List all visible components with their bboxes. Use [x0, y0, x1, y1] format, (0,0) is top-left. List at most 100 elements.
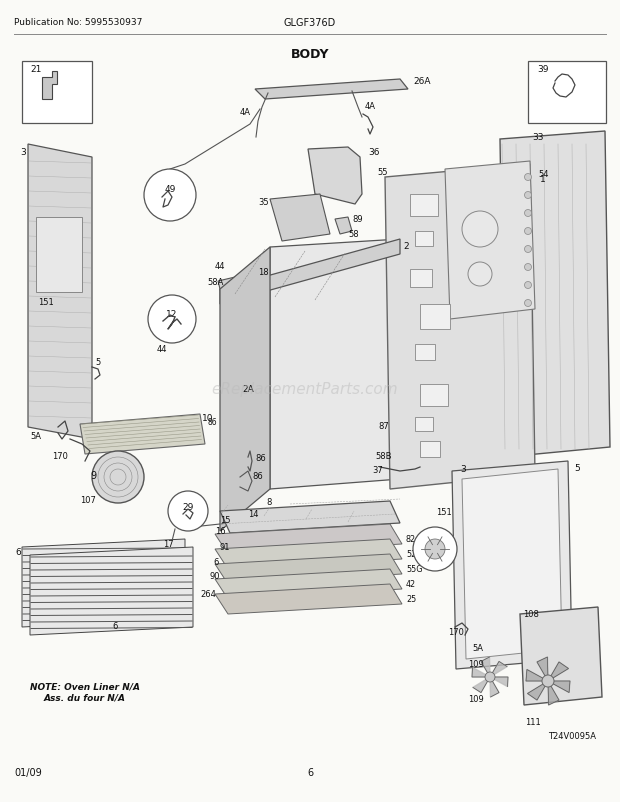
Text: 44: 44: [215, 261, 226, 270]
Polygon shape: [80, 415, 205, 455]
Text: 2: 2: [403, 241, 409, 251]
Circle shape: [525, 282, 531, 290]
Text: 58: 58: [348, 229, 358, 239]
Polygon shape: [215, 569, 402, 599]
Text: 14: 14: [248, 509, 259, 518]
Text: 6: 6: [213, 557, 218, 566]
Text: 2A: 2A: [242, 384, 254, 394]
Text: 8: 8: [266, 497, 272, 506]
Polygon shape: [42, 72, 57, 100]
Polygon shape: [548, 681, 559, 705]
Circle shape: [92, 452, 144, 504]
Text: 109: 109: [468, 695, 484, 703]
Text: 170: 170: [448, 627, 464, 636]
Text: 33: 33: [532, 133, 544, 142]
Text: 86: 86: [252, 472, 263, 480]
Text: 89: 89: [352, 215, 363, 224]
Polygon shape: [335, 217, 352, 235]
Text: 107: 107: [80, 496, 96, 504]
Polygon shape: [490, 677, 508, 687]
Circle shape: [525, 246, 531, 253]
Text: 52: 52: [406, 549, 416, 558]
Bar: [420, 441, 440, 457]
Bar: [420, 384, 448, 407]
Polygon shape: [548, 681, 570, 693]
Bar: [22, 62, 92, 124]
Text: 36: 36: [368, 148, 379, 157]
Text: 01/09: 01/09: [14, 767, 42, 777]
Text: 1: 1: [540, 175, 546, 184]
Text: 6: 6: [307, 767, 313, 777]
Polygon shape: [215, 554, 402, 585]
Text: 109: 109: [468, 659, 484, 668]
Polygon shape: [500, 132, 610, 457]
Circle shape: [468, 263, 492, 286]
Text: 91: 91: [220, 542, 231, 551]
Polygon shape: [30, 547, 193, 635]
Polygon shape: [520, 607, 602, 705]
Bar: [36, 217, 82, 293]
Polygon shape: [270, 195, 330, 241]
Polygon shape: [528, 681, 548, 700]
Text: 17: 17: [163, 539, 174, 549]
Text: 170: 170: [52, 452, 68, 460]
Text: 58A: 58A: [207, 277, 223, 286]
Text: 10: 10: [202, 414, 213, 423]
Text: 86: 86: [208, 418, 218, 427]
Polygon shape: [215, 539, 402, 569]
Polygon shape: [255, 80, 408, 100]
Bar: [410, 195, 438, 217]
Text: 12: 12: [166, 310, 178, 318]
Polygon shape: [215, 585, 402, 614]
Polygon shape: [220, 501, 400, 533]
Text: 3: 3: [20, 148, 26, 157]
Text: 18: 18: [258, 268, 268, 277]
Circle shape: [144, 170, 196, 221]
Polygon shape: [490, 662, 507, 677]
Text: 82: 82: [406, 534, 416, 543]
Polygon shape: [472, 667, 490, 677]
Circle shape: [425, 539, 445, 559]
Text: 3: 3: [460, 464, 466, 473]
Text: 58B: 58B: [375, 452, 391, 460]
Text: T24V0095A: T24V0095A: [548, 731, 596, 740]
Text: 108: 108: [523, 610, 539, 618]
Circle shape: [148, 296, 196, 343]
Circle shape: [525, 192, 531, 199]
Polygon shape: [526, 670, 548, 681]
Text: 42: 42: [406, 579, 416, 588]
Text: 49: 49: [164, 184, 175, 194]
Text: 87: 87: [378, 422, 389, 431]
Bar: [415, 345, 435, 361]
Polygon shape: [220, 240, 400, 305]
Polygon shape: [473, 677, 490, 693]
Bar: [415, 232, 433, 247]
Text: 4A: 4A: [240, 107, 251, 117]
Text: 16: 16: [215, 526, 226, 535]
Text: 6: 6: [112, 622, 118, 630]
Text: 5: 5: [95, 358, 100, 367]
Polygon shape: [445, 162, 535, 320]
Text: 43: 43: [429, 539, 441, 549]
Circle shape: [525, 300, 531, 307]
Text: GLGF376D: GLGF376D: [284, 18, 336, 28]
Text: 55: 55: [377, 168, 388, 176]
Polygon shape: [270, 240, 400, 489]
Text: 4A: 4A: [365, 102, 376, 111]
Text: 26A: 26A: [413, 77, 430, 86]
Text: 151: 151: [38, 298, 54, 306]
Circle shape: [413, 528, 457, 571]
Text: NOTE: Oven Liner N/A: NOTE: Oven Liner N/A: [30, 683, 140, 691]
Text: 5A: 5A: [30, 431, 41, 440]
Text: 35: 35: [258, 198, 268, 207]
Text: 5A: 5A: [472, 643, 483, 652]
Polygon shape: [481, 657, 490, 677]
Text: 151: 151: [436, 508, 452, 516]
Text: BODY: BODY: [291, 48, 329, 61]
Polygon shape: [490, 677, 499, 697]
Circle shape: [525, 174, 531, 181]
Text: 90: 90: [210, 571, 221, 581]
Circle shape: [485, 672, 495, 683]
Text: 37: 37: [372, 465, 383, 475]
Circle shape: [462, 212, 498, 248]
